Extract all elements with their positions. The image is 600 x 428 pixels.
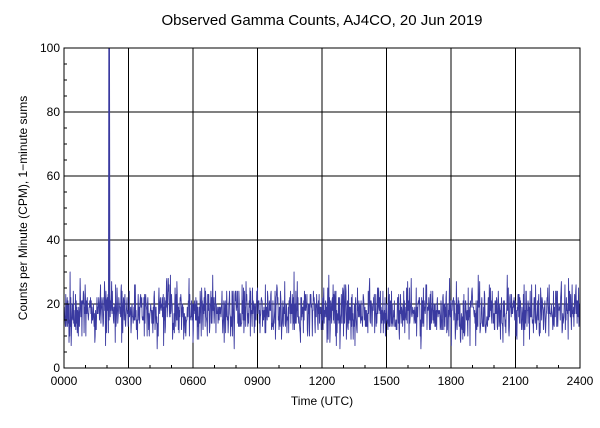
y-tick-label: 80 — [47, 105, 61, 119]
x-tick-label: 1500 — [373, 374, 400, 388]
y-tick-label: 100 — [40, 41, 60, 55]
grid — [64, 48, 580, 368]
series-line — [63, 47, 581, 350]
x-tick-label: 0600 — [180, 374, 207, 388]
x-ticks: 0000 0300 0600 0900 1200 1500 1800 2100 2400 — [51, 363, 594, 388]
x-tick-label: 1200 — [309, 374, 336, 388]
y-ticks: 0 20 40 60 80 100 — [40, 41, 69, 375]
x-tick-label: 1800 — [438, 374, 465, 388]
x-tick-label: 2100 — [502, 374, 529, 388]
y-tick-label: 40 — [47, 233, 61, 247]
y-axis-label: Counts per Minute (CPM), 1−minute sums — [16, 96, 30, 320]
y-tick-label: 0 — [53, 361, 60, 375]
chart-title: Observed Gamma Counts, AJ4CO, 20 Jun 201… — [162, 12, 483, 29]
series-layer — [63, 47, 581, 350]
x-tick-label: 0900 — [244, 374, 271, 388]
x-tick-label: 0300 — [115, 374, 142, 388]
y-tick-label: 60 — [47, 169, 61, 183]
x-axis-label: Time (UTC) — [291, 394, 353, 408]
x-tick-label: 0000 — [51, 374, 78, 388]
y-tick-label: 20 — [47, 297, 61, 311]
x-tick-label: 2400 — [567, 374, 594, 388]
